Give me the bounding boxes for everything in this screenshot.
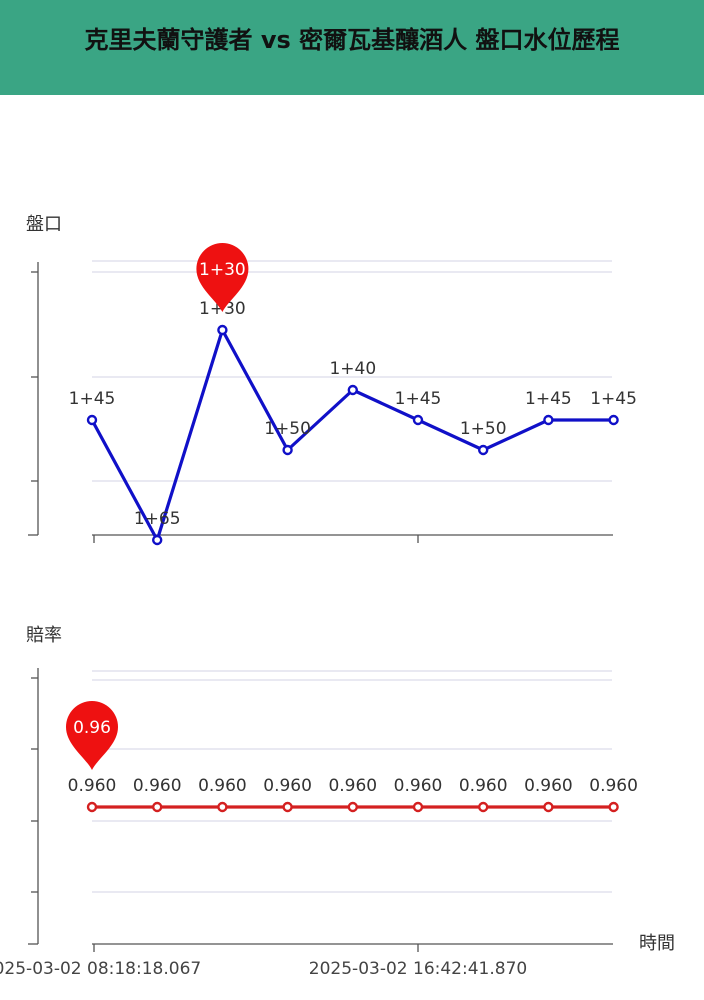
highlight-label: 1+30 <box>199 260 246 280</box>
y-axis-label: 盤口 <box>26 214 62 235</box>
data-point <box>217 801 228 813</box>
data-point <box>282 801 293 813</box>
page-header: 克里夫蘭守護者 vs 密爾瓦基釀酒人 盤口水位歷程 <box>0 0 704 95</box>
data-point <box>478 801 489 813</box>
data-point <box>412 801 424 813</box>
data-point <box>543 414 554 426</box>
data-point <box>86 414 98 426</box>
data-label: 1+45 <box>69 389 116 409</box>
data-label: 0.960 <box>459 776 508 796</box>
data-point <box>217 324 228 336</box>
data-point <box>347 384 358 396</box>
highlight-label: 0.96 <box>73 718 111 738</box>
data-label: 1+50 <box>264 419 311 439</box>
data-label: 1+65 <box>134 509 181 529</box>
data-point <box>151 801 163 813</box>
data-label: 0.960 <box>68 776 117 796</box>
data-label: 0.960 <box>263 776 312 796</box>
page-title: 克里夫蘭守護者 vs 密爾瓦基釀酒人 盤口水位歷程 <box>84 26 620 54</box>
data-point <box>282 444 293 456</box>
data-point <box>608 801 619 813</box>
data-point <box>347 801 358 813</box>
data-label: 1+45 <box>395 389 442 409</box>
data-label: 0.960 <box>394 776 443 796</box>
data-point <box>412 414 424 426</box>
x-axis-label: 時間 <box>639 933 675 954</box>
x-tick-label: 2025-03-02 08:18:18.067 <box>0 959 201 979</box>
map-pin-icon <box>66 701 118 770</box>
data-label: 0.960 <box>133 776 182 796</box>
data-point <box>86 801 98 813</box>
map-pin-icon <box>196 243 249 312</box>
data-label: 1+45 <box>525 389 572 409</box>
data-label: 0.960 <box>198 776 247 796</box>
data-point <box>478 444 489 456</box>
data-point <box>151 534 163 546</box>
data-point <box>608 414 619 426</box>
x-tick-label: 2025-03-02 16:42:41.870 <box>309 959 527 979</box>
data-point <box>543 801 554 813</box>
data-label: 0.960 <box>589 776 638 796</box>
y-axis-label: 賠率 <box>26 625 62 646</box>
data-label: 0.960 <box>328 776 377 796</box>
data-label: 0.960 <box>524 776 573 796</box>
data-label: 1+50 <box>460 419 507 439</box>
data-label: 1+45 <box>590 389 637 409</box>
data-label: 1+40 <box>329 359 376 379</box>
